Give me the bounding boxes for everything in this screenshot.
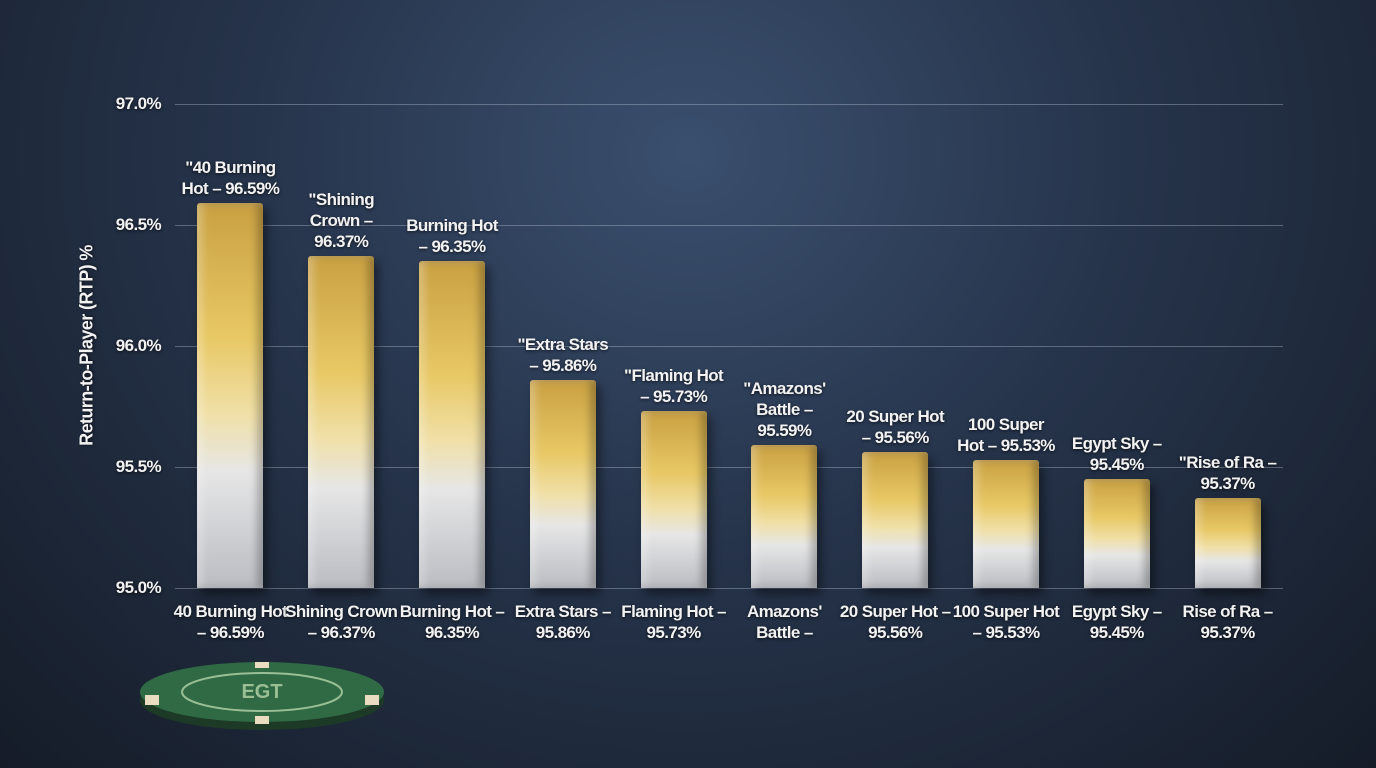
grid-line	[175, 104, 1283, 105]
value-label: "40 Burning Hot – 96.59%	[181, 158, 280, 199]
value-label: Egypt Sky – 95.45%	[1071, 434, 1162, 475]
value-label: Burning Hot – 96.35%	[406, 216, 498, 257]
bar	[308, 256, 375, 588]
x-tick-label: Rise of Ra – 95.37%	[1182, 602, 1274, 642]
bar	[862, 452, 929, 588]
value-label: "Extra Stars – 95.86%	[517, 334, 609, 375]
x-tick-label: 20 Super Hot – 95.56%	[839, 602, 951, 642]
x-tick-label: 100 Super Hot – 95.53%	[952, 602, 1060, 642]
grid-line	[175, 225, 1283, 226]
bar	[1194, 498, 1261, 588]
x-tick-label: 40 Burning Hot – 96.59%	[173, 602, 288, 642]
bar	[1083, 479, 1150, 588]
bar	[751, 445, 818, 588]
x-tick-label: Egypt Sky – 95.45%	[1071, 602, 1162, 642]
y-tick-label: 97.0%	[115, 94, 162, 113]
x-tick-label: Burning Hot – 96.35%	[399, 602, 505, 642]
grid-line	[175, 346, 1283, 347]
y-tick-label: 96.5%	[115, 215, 162, 234]
value-label: 100 Super Hot – 95.53%	[957, 414, 1055, 455]
x-tick-label: Amazons' Battle –	[746, 602, 822, 642]
bar	[197, 203, 264, 588]
x-tick-label: Extra Stars – 95.86%	[514, 602, 612, 642]
y-tick-label: 95.5%	[115, 457, 162, 476]
value-label: 20 Super Hot – 95.56%	[846, 407, 945, 448]
bar	[419, 261, 485, 588]
grid-line	[175, 467, 1283, 468]
bar	[973, 459, 1039, 588]
bar	[529, 379, 596, 588]
value-label: "Rise of Ra – 95.37%	[1178, 453, 1277, 494]
grid-line	[175, 588, 1283, 589]
y-tick-label: 96.0%	[115, 336, 162, 355]
value-label: "Shining Crown – 96.37%	[308, 190, 374, 252]
x-tick-label: Shining Crown – 96.37%	[285, 602, 398, 642]
value-label: "Flaming Hot – 95.73%	[624, 366, 724, 407]
chip-label: EGT	[241, 681, 282, 703]
value-label: "Amazons' Battle – 95.59%	[743, 379, 826, 441]
x-tick-label: Flaming Hot – 95.73%	[621, 602, 726, 642]
y-tick-label: 95.0%	[115, 578, 162, 597]
bar	[640, 411, 707, 588]
chip: EGT	[140, 662, 384, 730]
